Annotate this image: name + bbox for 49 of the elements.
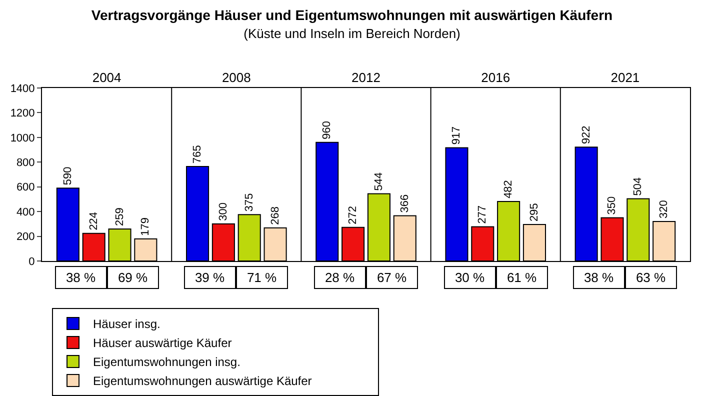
data-label: 544 [372, 172, 385, 191]
text: 69 % [118, 270, 148, 285]
text: 67 % [376, 270, 408, 285]
y-tick-label: 1400 [10, 82, 35, 95]
text: 71 % [246, 270, 278, 285]
y-tick-label: 200 [16, 231, 35, 244]
data-label: 295 [528, 203, 540, 222]
y-tick-label: 0 [28, 256, 35, 268]
legend-label: Eigentumswohnungen auswärtige Käufer [93, 374, 312, 388]
data-label: 277 [476, 205, 489, 224]
chart-subtitle: (Küste und Inseln im Bereich Norden) [244, 26, 460, 41]
data-label: 268 [269, 206, 282, 225]
data-label: 504 [632, 177, 644, 196]
text: 30 % [454, 270, 486, 285]
text: 38 % [584, 270, 614, 285]
legend-label: Häuser insg. [93, 317, 160, 332]
data-label: 366 [398, 194, 411, 213]
text: 39 % [194, 270, 226, 285]
data-label: 765 [192, 145, 204, 164]
x-tick-label: 2008 [222, 70, 251, 85]
data-label: 960 [321, 121, 334, 140]
data-label: 350 [606, 196, 618, 215]
data-label: 224 [88, 212, 100, 230]
x-tick-label: 2012 [352, 70, 380, 85]
x-tick-label: 2021 [610, 70, 640, 85]
chart-title: Vertragsvorgänge Häuser und Eigentumswohnungen mit auswärtigen Käufern [91, 6, 613, 23]
data-label: 259 [114, 208, 126, 226]
text: 38 % [66, 270, 96, 285]
data-label: 482 [502, 180, 515, 198]
data-label: 590 [62, 166, 74, 186]
data-label: 300 [217, 202, 230, 221]
data-label: 179 [140, 218, 152, 236]
y-tick-label: 800 [16, 156, 35, 169]
legend-label: Häuser auswärtige Käufer [93, 336, 232, 350]
y-tick-label: 1000 [10, 132, 35, 144]
text: 61 % [506, 270, 538, 285]
y-tick-label: 1200 [10, 108, 35, 120]
text: 28 % [324, 270, 356, 285]
x-tick-label: 2016 [481, 70, 510, 85]
legend-label: Eigentumswohnungen insg. [93, 355, 240, 370]
y-tick-label: 600 [16, 182, 35, 194]
y-tick-label: 400 [16, 206, 35, 218]
data-label: 917 [450, 126, 463, 145]
data-label: 922 [580, 126, 592, 144]
x-tick-label: 2004 [92, 70, 122, 85]
text: 63 % [636, 270, 666, 285]
data-label: 320 [658, 200, 670, 218]
data-label: 272 [347, 206, 360, 224]
data-label: 375 [243, 193, 256, 212]
